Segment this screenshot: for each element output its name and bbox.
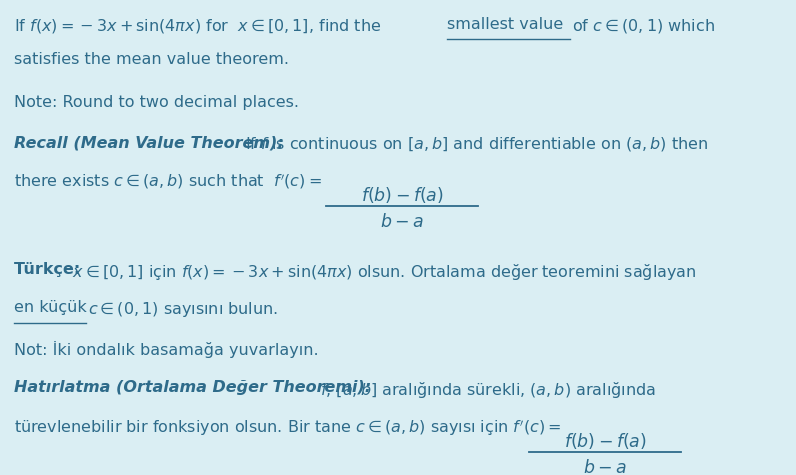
Text: Türkçe:: Türkçe:: [14, 262, 86, 277]
Text: $b - a$: $b - a$: [380, 213, 424, 231]
Text: Not: İki ondalık basamağa yuvarlayın.: Not: İki ondalık basamağa yuvarlayın.: [14, 341, 319, 358]
Text: If $f(x) = -3x + \sin(4\pi x)$ for  $x \in [0, 1]$, find the: If $f(x) = -3x + \sin(4\pi x)$ for $x \i…: [14, 17, 381, 35]
Text: $b - a$: $b - a$: [583, 459, 627, 475]
Text: en küçük: en küçük: [14, 300, 87, 315]
Text: Note: Round to two decimal places.: Note: Round to two decimal places.: [14, 95, 299, 110]
Text: türevlenebilir bir fonksiyon olsun. Bir tane $c \in (a, b)$ sayısı için $f'(c) =: türevlenebilir bir fonksiyon olsun. Bir …: [14, 418, 562, 438]
Text: If $f$ is continuous on $[a, b]$ and differentiable on $(a, b)$ then: If $f$ is continuous on $[a, b]$ and dif…: [245, 135, 708, 153]
Text: there exists $c \in (a, b)$ such that  $f'(c) =$: there exists $c \in (a, b)$ such that $f…: [14, 172, 322, 191]
Text: Recall (Mean Value Theorem):: Recall (Mean Value Theorem):: [14, 135, 284, 151]
Text: $c \in (0, 1)$ sayısını bulun.: $c \in (0, 1)$ sayısını bulun.: [88, 300, 278, 319]
Text: of $c \in (0, 1)$ which: of $c \in (0, 1)$ which: [572, 17, 715, 35]
Text: $f(b) - f(a)$: $f(b) - f(a)$: [361, 185, 443, 205]
Text: $x \in [0, 1]$ için $f(x) = -3x + \sin(4\pi x)$ olsun. Ortalama değer teoremini : $x \in [0, 1]$ için $f(x) = -3x + \sin(4…: [72, 262, 696, 282]
Text: $f$, $[a, b]$ aralığında sürekli, $(a, b)$ aralığında: $f$, $[a, b]$ aralığında sürekli, $(a, b…: [320, 380, 656, 400]
Text: Hatırlatma (Ortalama Değer Theoremi):: Hatırlatma (Ortalama Değer Theoremi):: [14, 380, 372, 395]
Text: satisfies the mean value theorem.: satisfies the mean value theorem.: [14, 52, 289, 67]
Text: smallest value: smallest value: [447, 17, 564, 32]
Text: $f(b) - f(a)$: $f(b) - f(a)$: [564, 431, 646, 451]
